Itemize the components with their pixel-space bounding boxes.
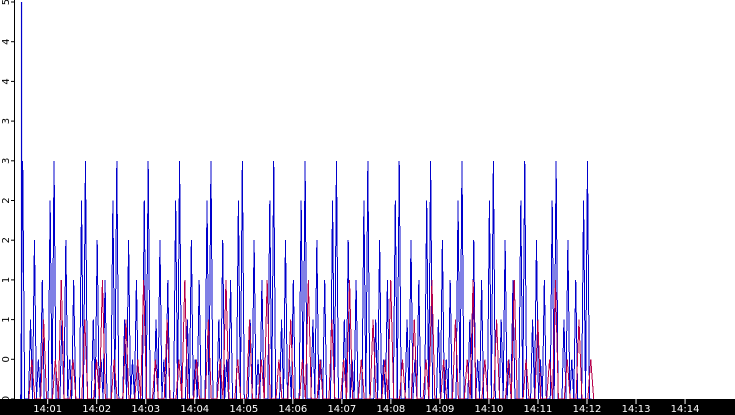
x-axis-bar bbox=[0, 399, 735, 415]
y-tick-label: 2 bbox=[1, 237, 12, 243]
y-tick-label: 4 bbox=[1, 78, 12, 84]
x-tick-label: 14:05 bbox=[229, 404, 258, 415]
y-tick-label: 1 bbox=[1, 316, 12, 322]
x-tick-label: 14:13 bbox=[622, 404, 651, 415]
x-axis: 14:01 14:02 14:03 14:04 14:05 14:06 14:07 14:08… bbox=[33, 399, 699, 415]
y-tick-label: 2 bbox=[1, 197, 12, 203]
y-tick-label: 3 bbox=[1, 158, 12, 164]
y-tick-label: 1 bbox=[1, 277, 12, 283]
y-tick-label: 3 bbox=[1, 118, 12, 124]
y-tick-label: 0 bbox=[1, 356, 12, 362]
x-tick-label: 14:01 bbox=[33, 404, 62, 415]
y-tick-label: 4 bbox=[1, 39, 12, 45]
y-axis: 54433221100 bbox=[1, 0, 15, 402]
x-tick-label: 14:12 bbox=[573, 404, 602, 415]
x-tick-label: 14:08 bbox=[376, 404, 405, 415]
y-tick-label: 5 bbox=[1, 0, 12, 5]
x-tick-label: 14:14 bbox=[671, 404, 700, 415]
x-tick-label: 14:02 bbox=[82, 404, 111, 415]
x-tick-label: 14:10 bbox=[475, 404, 504, 415]
x-tick-label: 14:04 bbox=[180, 404, 209, 415]
x-tick-label: 14:07 bbox=[327, 404, 356, 415]
x-tick-label: 14:11 bbox=[524, 404, 553, 415]
x-tick-label: 14:03 bbox=[131, 404, 160, 415]
x-tick-label: 14:09 bbox=[426, 404, 455, 415]
x-tick-label: 14:06 bbox=[278, 404, 307, 415]
